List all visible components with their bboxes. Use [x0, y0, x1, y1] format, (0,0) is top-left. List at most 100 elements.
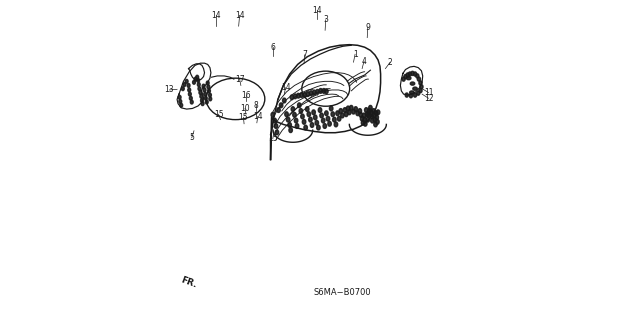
Ellipse shape [298, 103, 301, 108]
Text: 8: 8 [253, 101, 258, 110]
Ellipse shape [406, 73, 410, 77]
Ellipse shape [419, 81, 422, 85]
Ellipse shape [369, 110, 372, 115]
Ellipse shape [340, 113, 344, 118]
Ellipse shape [199, 91, 202, 94]
Ellipse shape [336, 111, 339, 116]
Ellipse shape [198, 87, 201, 91]
Ellipse shape [408, 72, 412, 76]
Ellipse shape [204, 96, 207, 100]
Text: 2: 2 [388, 58, 392, 67]
Ellipse shape [201, 102, 204, 106]
Ellipse shape [209, 93, 211, 97]
Ellipse shape [303, 93, 307, 98]
Ellipse shape [323, 123, 326, 129]
Text: 16: 16 [241, 91, 251, 100]
Ellipse shape [322, 88, 326, 93]
Ellipse shape [183, 83, 186, 86]
Text: 3: 3 [323, 15, 328, 24]
Ellipse shape [413, 72, 417, 76]
Text: 13: 13 [164, 85, 174, 94]
Ellipse shape [368, 108, 371, 114]
Ellipse shape [331, 112, 335, 117]
Text: 15: 15 [268, 134, 278, 143]
Ellipse shape [289, 128, 292, 133]
Ellipse shape [291, 107, 294, 112]
Ellipse shape [203, 88, 206, 92]
Ellipse shape [362, 113, 366, 118]
Ellipse shape [275, 130, 278, 135]
Ellipse shape [200, 99, 204, 102]
Text: 4: 4 [362, 57, 367, 66]
Ellipse shape [292, 113, 296, 117]
Text: FR.: FR. [180, 276, 198, 290]
Ellipse shape [181, 87, 184, 91]
Ellipse shape [371, 118, 374, 123]
Ellipse shape [367, 113, 371, 117]
Ellipse shape [362, 120, 365, 125]
Ellipse shape [317, 125, 320, 130]
Ellipse shape [348, 110, 351, 115]
Ellipse shape [206, 81, 209, 85]
Ellipse shape [286, 117, 290, 122]
Text: 14: 14 [211, 11, 221, 20]
Ellipse shape [410, 91, 414, 94]
Ellipse shape [419, 89, 422, 93]
Ellipse shape [358, 108, 362, 114]
Ellipse shape [374, 111, 378, 116]
Ellipse shape [333, 117, 336, 122]
Text: 15: 15 [239, 113, 248, 122]
Ellipse shape [196, 75, 198, 79]
Ellipse shape [337, 116, 341, 121]
Ellipse shape [349, 106, 353, 110]
Ellipse shape [324, 111, 328, 116]
Ellipse shape [410, 94, 413, 98]
Ellipse shape [405, 93, 408, 97]
Text: 5: 5 [189, 133, 194, 142]
Ellipse shape [365, 108, 368, 113]
Ellipse shape [296, 93, 300, 98]
Ellipse shape [416, 74, 419, 78]
Ellipse shape [360, 116, 364, 121]
Ellipse shape [316, 90, 319, 94]
Ellipse shape [376, 110, 380, 115]
Text: 1: 1 [353, 50, 358, 59]
Ellipse shape [188, 88, 191, 92]
Ellipse shape [178, 95, 181, 99]
Ellipse shape [205, 100, 208, 104]
Text: 14: 14 [281, 83, 291, 92]
Ellipse shape [294, 118, 298, 123]
Ellipse shape [188, 92, 191, 96]
Ellipse shape [185, 79, 188, 83]
Ellipse shape [288, 122, 291, 128]
Ellipse shape [374, 122, 377, 127]
Ellipse shape [179, 100, 182, 103]
Ellipse shape [314, 115, 317, 120]
Ellipse shape [320, 113, 323, 118]
Text: 12: 12 [424, 94, 433, 103]
Ellipse shape [406, 77, 411, 80]
Ellipse shape [344, 112, 348, 117]
Ellipse shape [315, 120, 319, 125]
Ellipse shape [193, 80, 195, 84]
Text: 14: 14 [235, 11, 244, 20]
Ellipse shape [273, 118, 276, 123]
Ellipse shape [204, 92, 207, 96]
Ellipse shape [411, 71, 414, 76]
Ellipse shape [417, 77, 420, 81]
Ellipse shape [189, 96, 192, 100]
Ellipse shape [370, 114, 373, 119]
Ellipse shape [324, 89, 328, 94]
Ellipse shape [366, 117, 370, 122]
Ellipse shape [308, 117, 312, 122]
Ellipse shape [305, 107, 309, 112]
Ellipse shape [304, 125, 307, 130]
Ellipse shape [279, 103, 283, 108]
Ellipse shape [290, 95, 294, 100]
Ellipse shape [202, 84, 205, 88]
Ellipse shape [295, 123, 299, 129]
Ellipse shape [364, 121, 367, 126]
Ellipse shape [301, 114, 304, 119]
Ellipse shape [354, 107, 358, 112]
Ellipse shape [196, 78, 200, 82]
